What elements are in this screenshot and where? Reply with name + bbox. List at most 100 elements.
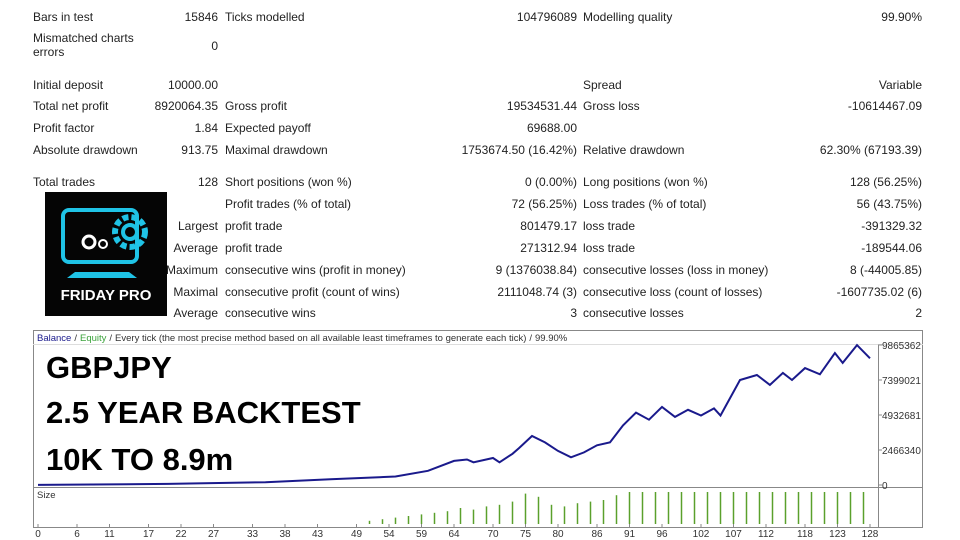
stat-value: 801479.17 — [520, 219, 577, 233]
y-tick-label: 4932681 — [882, 411, 921, 422]
logo-base — [67, 272, 137, 278]
logo-gear-small — [98, 239, 108, 249]
stat-label: Maximal drawdown — [225, 143, 328, 157]
y-tick-label: 9865362 — [882, 341, 921, 352]
stat-value: 9 (1376038.84) — [495, 263, 577, 277]
y-tick-label: 7399021 — [882, 376, 921, 387]
stat-label: Long positions (won %) — [583, 175, 708, 189]
stat-value: -10614467.09 — [847, 99, 922, 113]
x-tick-label: 49 — [351, 529, 363, 540]
stat-value: 128 — [197, 175, 218, 189]
x-tick-label: 118 — [797, 529, 813, 540]
x-tick-label: 128 — [862, 529, 879, 540]
stat-value: 0 — [211, 39, 218, 53]
stat-label: Spread — [583, 78, 622, 92]
stat-label: Profit factor — [33, 121, 95, 135]
stat-label: consecutive profit (count of wins) — [225, 285, 400, 299]
header-separator: / — [109, 333, 112, 344]
stat-label: Largest — [177, 219, 218, 233]
stat-value: 19534531.44 — [506, 99, 577, 113]
stat-value: 0 (0.00%) — [524, 175, 577, 189]
x-tick-label: 64 — [448, 529, 460, 540]
x-tick-label: 27 — [208, 529, 220, 540]
stat-value: 913.75 — [181, 143, 218, 157]
stat-label: Gross profit — [225, 99, 288, 113]
stat-label: consecutive wins (profit in money) — [225, 263, 406, 277]
stat-label: Average — [173, 306, 218, 320]
x-tick-label: 112 — [758, 529, 774, 540]
stat-value: -391329.32 — [861, 219, 922, 233]
x-tick-label: 102 — [693, 529, 710, 540]
x-tick-label: 75 — [520, 529, 532, 540]
x-tick-label: 22 — [175, 529, 187, 540]
logo: FRIDAY PRO — [45, 192, 167, 316]
stat-value: 1753674.50 (16.42%) — [461, 143, 577, 157]
x-tick-label: 0 — [35, 529, 41, 540]
x-tick-label: 86 — [591, 529, 603, 540]
stat-label: Short positions (won %) — [225, 175, 352, 189]
size-label: Size — [37, 490, 55, 501]
header-part: 99.90% — [535, 333, 568, 344]
stat-value: 3 — [570, 306, 577, 320]
stat-value: -189544.06 — [861, 241, 922, 255]
stat-value: 1.84 — [194, 121, 218, 135]
stat-label: Total net profit — [33, 99, 109, 113]
x-tick-label: 54 — [383, 529, 395, 540]
overlay-text: 10K TO 8.9m — [46, 442, 234, 477]
stat-value: 104796089 — [516, 10, 577, 24]
stat-label: Ticks modelled — [225, 10, 305, 24]
stat-label: Bars in test — [33, 10, 94, 24]
stat-value: 2 — [915, 306, 922, 320]
x-tick-label: 17 — [143, 529, 155, 540]
logo-gear-small — [81, 234, 97, 250]
stat-value: 8920064.35 — [154, 99, 218, 113]
stat-label: Expected payoff — [225, 121, 311, 135]
logo-text: FRIDAY PRO — [61, 287, 152, 304]
x-tick-label: 38 — [279, 529, 291, 540]
stat-label: loss trade — [583, 241, 636, 255]
stat-label: profit trade — [225, 241, 283, 255]
stat-value: Variable — [878, 78, 922, 92]
x-tick-label: 80 — [552, 529, 564, 540]
stat-label: Average — [173, 241, 218, 255]
stat-label: Maximum — [165, 263, 218, 277]
x-tick-label: 33 — [247, 529, 259, 540]
stat-label: Total trades — [33, 175, 96, 189]
x-tick-label: 43 — [312, 529, 324, 540]
x-tick-label: 6 — [74, 529, 80, 540]
stat-value: 56 (43.75%) — [856, 197, 922, 211]
stat-label: Loss trades (% of total) — [583, 197, 707, 211]
x-tick-label: 11 — [104, 529, 115, 540]
header-part: Balance — [37, 333, 71, 344]
stat-label: Maximal — [173, 285, 218, 299]
stat-label: consecutive losses (loss in money) — [583, 263, 769, 277]
stat-value: 99.90% — [881, 10, 922, 24]
stat-value: 72 (56.25%) — [511, 197, 577, 211]
x-tick-label: 70 — [487, 529, 499, 540]
stat-label: Relative drawdown — [583, 143, 685, 157]
y-tick-label: 0 — [882, 481, 888, 492]
balance-line — [37, 343, 871, 486]
stat-label: Modelling quality — [583, 10, 673, 24]
logo-gear — [112, 214, 148, 250]
stat-value: 62.30% (67193.39) — [819, 143, 922, 157]
header-part: Equity — [80, 333, 107, 344]
header-part: Every tick (the most precise method base… — [115, 333, 526, 344]
stat-value: 8 (-44005.85) — [849, 263, 922, 277]
stat-value: 69688.00 — [526, 121, 577, 135]
chart-header: Balance / Equity / Every tick (the most prec… — [37, 333, 568, 344]
x-tick-label: 96 — [656, 529, 668, 540]
x-tick-label: 107 — [725, 529, 742, 540]
overlay-text: GBPJPY — [46, 350, 172, 385]
overlay-text: 2.5 YEAR BACKTEST — [46, 395, 361, 430]
x-tick-label: 123 — [829, 529, 846, 540]
stat-value: 271312.94 — [520, 241, 577, 255]
logo-gear-hub — [121, 223, 139, 241]
stat-label: Initial deposit — [33, 78, 104, 92]
stat-label: Profit trades (% of total) — [225, 197, 352, 211]
header-separator: / — [74, 333, 77, 344]
header-separator: / — [529, 333, 532, 344]
stat-label: Mismatched charts errors — [33, 31, 134, 59]
